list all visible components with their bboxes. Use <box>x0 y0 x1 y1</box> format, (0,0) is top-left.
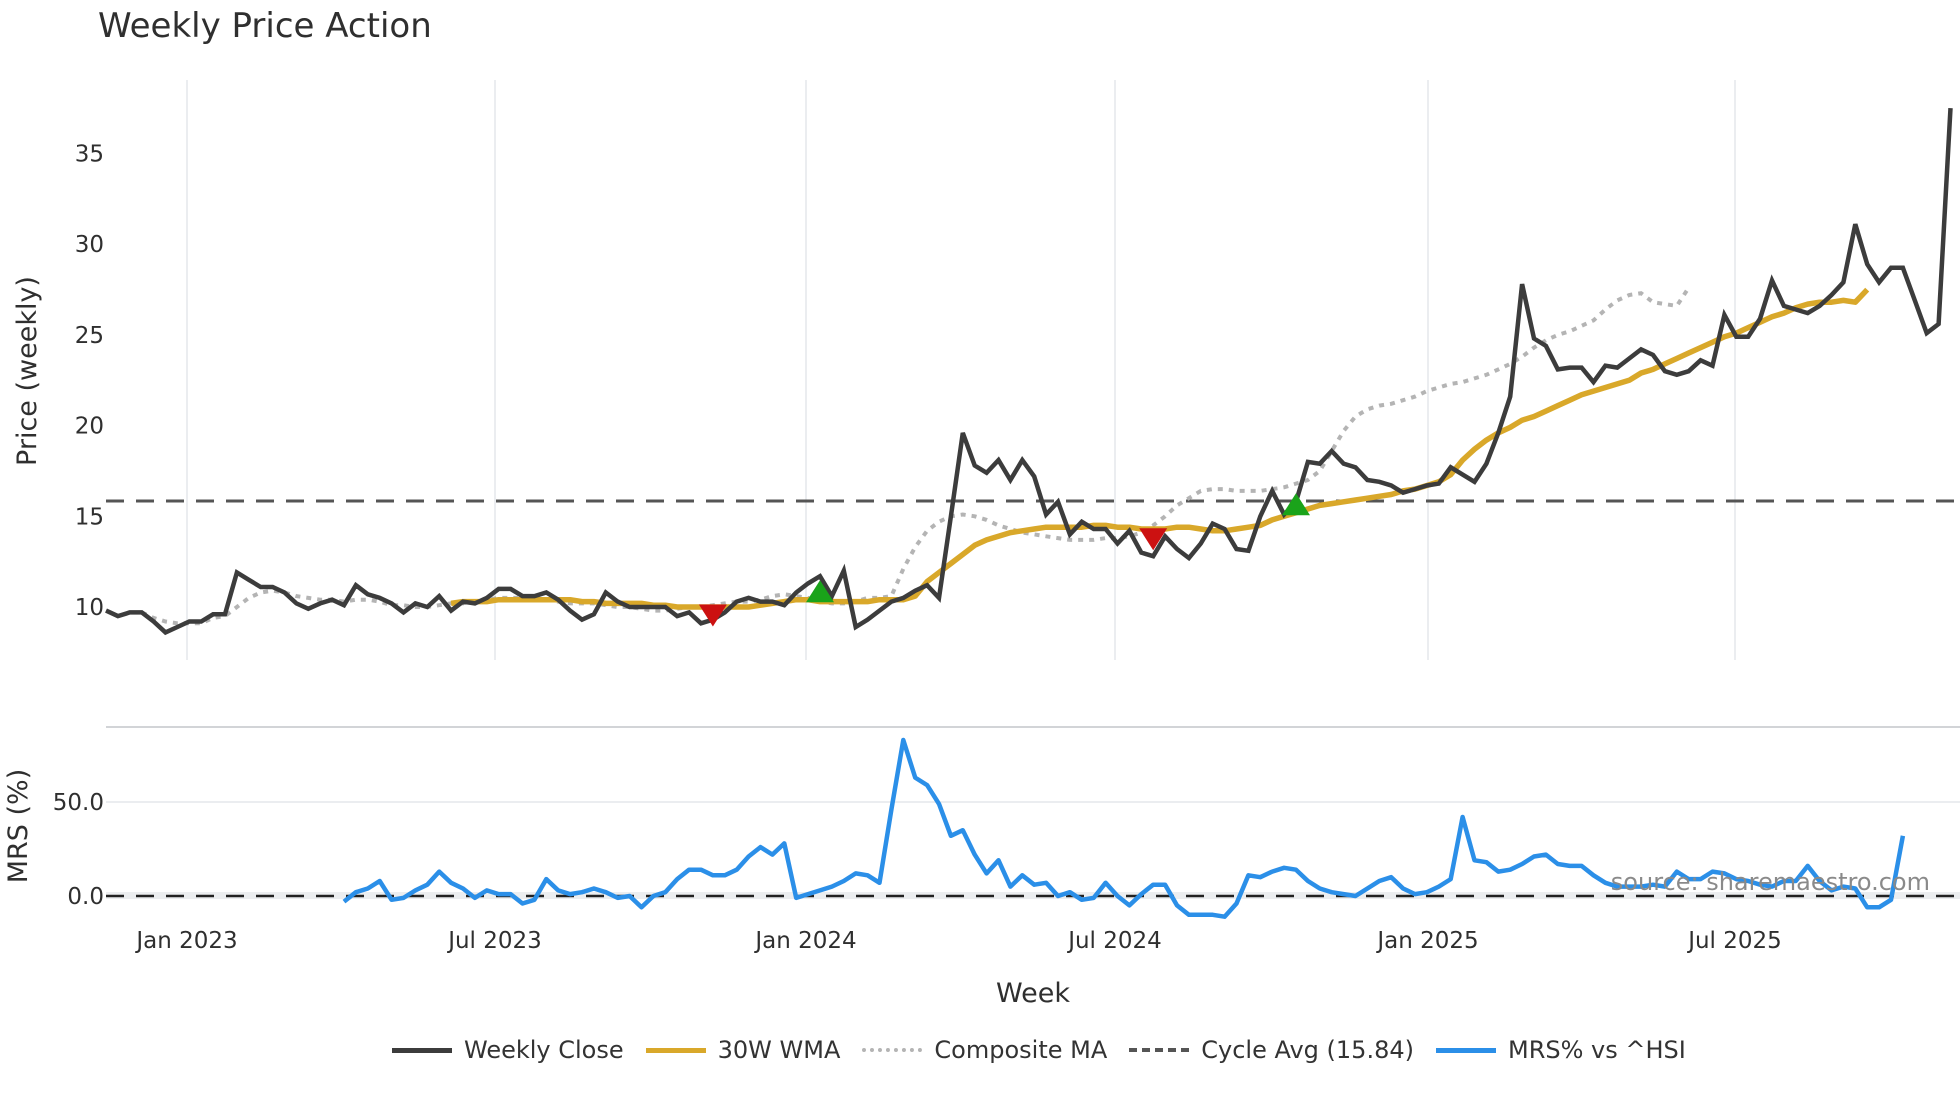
legend-item-wma[interactable]: 30W WMA <box>645 1036 841 1064</box>
buy-signal-marker <box>1282 493 1310 516</box>
mrs-tick-label: 50.0 <box>53 790 104 816</box>
price-tick-label: 25 <box>75 323 104 349</box>
legend-label: Cycle Avg (15.84) <box>1201 1036 1414 1064</box>
legend-item-mrs[interactable]: MRS% vs ^HSI <box>1435 1036 1686 1064</box>
x-axis-title: Week <box>996 978 1070 1009</box>
legend-label: MRS% vs ^HSI <box>1507 1036 1686 1064</box>
legend-swatch-mrs <box>1435 1047 1496 1053</box>
mrs-line <box>342 737 1906 919</box>
price-tick-label: 15 <box>75 504 104 530</box>
legend-label: Composite MA <box>934 1036 1108 1064</box>
x-tick-label: Jul 2024 <box>1066 928 1162 954</box>
legend-label: Weekly Close <box>464 1036 624 1064</box>
legend-swatch-composite-ma <box>862 1048 923 1052</box>
source-watermark: source: sharemaestro.com <box>1611 868 1930 896</box>
legend-item-weekly-close[interactable]: Weekly Close <box>392 1036 624 1064</box>
chart-title: Weekly Price Action <box>98 6 432 46</box>
sell-signal-marker <box>698 604 727 627</box>
wma-30w-line <box>450 287 1870 610</box>
x-tick-label: Jan 2024 <box>753 928 856 954</box>
x-tick-label: Jul 2025 <box>1686 928 1782 954</box>
buy-signal-marker <box>806 580 834 603</box>
weekly-close-line <box>105 107 1953 636</box>
mrs-axis-ticks: 0.0 50.0 <box>53 790 104 910</box>
price-axis-ticks: 10 15 20 25 30 35 <box>75 142 104 622</box>
legend-item-cycle-avg[interactable]: Cycle Avg (15.84) <box>1129 1036 1414 1064</box>
price-tick-label: 10 <box>75 595 104 621</box>
mrs-tick-label: 0.0 <box>67 884 104 910</box>
mrs-axis-title: MRS (%) <box>3 769 34 884</box>
price-tick-label: 30 <box>75 232 104 258</box>
price-tick-label: 20 <box>75 414 104 440</box>
price-tick-label: 35 <box>75 142 104 168</box>
legend: Weekly Close 30W WMA Composite MA Cycle … <box>392 1036 1708 1064</box>
x-tick-label: Jan 2023 <box>134 928 237 954</box>
price-axis-title: Price (weekly) <box>12 276 43 466</box>
x-axis-ticks: Jan 2023 Jul 2023 Jan 2024 Jul 2024 Jan 2025… <box>134 928 1781 954</box>
mrs-zero-band <box>106 892 1960 899</box>
sell-signal-marker <box>1139 528 1168 551</box>
legend-swatch-wma <box>645 1047 706 1053</box>
gridlines <box>106 80 1960 803</box>
legend-swatch-cycle-avg <box>1129 1048 1190 1052</box>
x-tick-label: Jul 2023 <box>446 928 542 954</box>
signal-markers <box>698 493 1310 627</box>
composite-ma-line <box>140 286 1691 626</box>
x-tick-label: Jan 2025 <box>1375 928 1478 954</box>
legend-swatch-weekly-close <box>392 1047 452 1053</box>
legend-item-composite-ma[interactable]: Composite MA <box>862 1036 1107 1064</box>
legend-label: 30W WMA <box>717 1036 841 1064</box>
